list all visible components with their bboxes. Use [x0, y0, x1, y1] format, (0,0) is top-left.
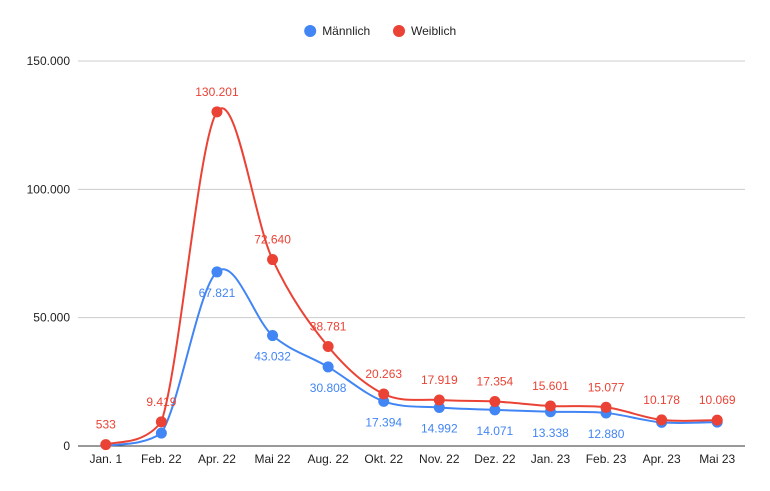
data-label: 15.077 — [588, 380, 625, 394]
series-line — [105, 268, 718, 447]
data-point — [544, 400, 556, 412]
x-tick-label: Jan. 1 — [89, 452, 122, 466]
data-point — [489, 404, 501, 416]
data-label: 17.919 — [421, 373, 458, 387]
x-tick-label: Mai 23 — [699, 452, 735, 466]
data-point — [433, 394, 445, 406]
data-label: 10.178 — [643, 393, 680, 407]
labels-weiblich: 533 9.419 130.201 72.640 38.781 20.263 17.919 1… — [96, 85, 736, 432]
data-point — [322, 361, 334, 373]
data-label: 14.071 — [477, 424, 514, 438]
data-label: 72.640 — [254, 233, 291, 247]
x-tick-label: Nov. 22 — [419, 452, 460, 466]
x-tick-label: Dez. 22 — [474, 452, 516, 466]
data-point — [711, 414, 723, 426]
data-label: 9.419 — [146, 395, 176, 409]
x-tick-label: Okt. 22 — [364, 452, 403, 466]
data-label: 10.069 — [699, 393, 736, 407]
legend: Männlich Weiblich — [304, 24, 456, 38]
data-label: 38.781 — [310, 319, 347, 333]
x-tick-label: Feb. 23 — [586, 452, 627, 466]
data-label: 12.880 — [588, 427, 625, 441]
legend-marker — [304, 25, 317, 37]
data-point — [267, 254, 279, 266]
y-tick-label: 50.000 — [33, 311, 70, 325]
data-label: 130.201 — [195, 85, 239, 99]
y-axis: 0 50.000 100.000 150.000 — [27, 54, 71, 453]
gridlines — [78, 60, 745, 447]
y-tick-label: 100.000 — [27, 182, 71, 196]
series-group: 67.821 43.032 30.808 17.394 14.992 14.071 13.3… — [96, 85, 736, 451]
labels-männlich: 67.821 43.032 30.808 17.394 14.992 14.071 13.3… — [199, 286, 625, 441]
data-point — [211, 266, 223, 278]
data-label: 30.808 — [310, 381, 347, 395]
data-label: 17.354 — [477, 374, 514, 388]
data-label: 13.338 — [532, 426, 569, 440]
data-point — [155, 416, 167, 428]
x-tick-label: Apr. 22 — [198, 452, 236, 466]
data-point — [656, 414, 668, 426]
y-tick-label: 0 — [63, 439, 70, 453]
data-point — [600, 401, 612, 413]
series-weiblich — [100, 106, 723, 451]
series-line — [105, 107, 718, 446]
x-tick-label: Aug. 22 — [307, 452, 349, 466]
data-point — [378, 388, 390, 400]
data-point — [322, 340, 334, 352]
legend-marker — [393, 25, 405, 37]
x-tick-label: Apr. 23 — [643, 452, 681, 466]
data-label: 67.821 — [199, 286, 236, 300]
data-label: 15.601 — [532, 379, 569, 393]
data-point — [267, 330, 279, 342]
data-point — [489, 395, 501, 407]
x-axis: Jan. 1 Feb. 22 Apr. 22 Mai 22 Aug. 22 Okt. 22… — [89, 452, 735, 466]
data-point — [100, 439, 112, 451]
data-point — [155, 427, 167, 439]
data-label: 17.394 — [365, 415, 402, 429]
data-point — [211, 106, 223, 118]
x-tick-label: Mai 22 — [255, 452, 291, 466]
data-label: 20.263 — [365, 367, 402, 381]
legend-label: Männlich — [322, 24, 370, 38]
data-label: 43.032 — [254, 350, 291, 364]
y-tick-label: 150.000 — [27, 54, 71, 68]
legend-label: Weiblich — [411, 24, 456, 38]
data-label: 14.992 — [421, 422, 458, 436]
x-tick-label: Feb. 22 — [141, 452, 182, 466]
data-label: 533 — [96, 418, 116, 432]
x-tick-label: Jan. 23 — [531, 452, 571, 466]
